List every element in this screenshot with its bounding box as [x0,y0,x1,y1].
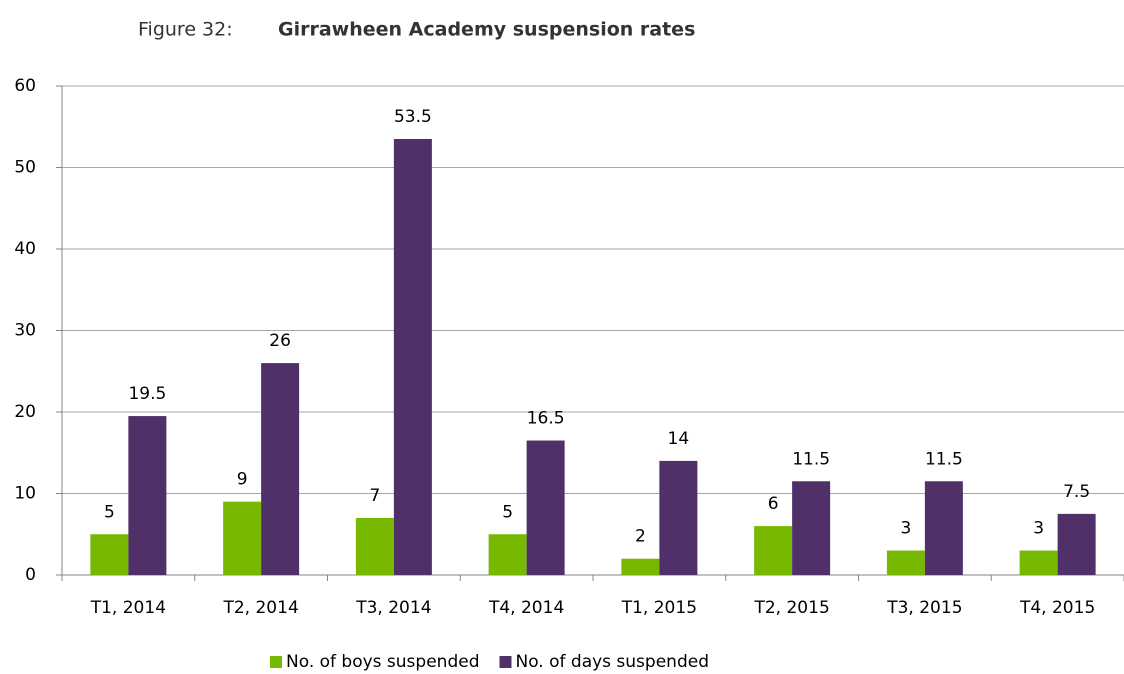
data-label: 53.5 [394,107,432,127]
x-tick-label: T4, 2015 [1019,598,1095,618]
data-label: 26 [269,331,291,351]
data-label: 5 [502,502,513,522]
bar [1019,550,1058,575]
data-label: 16.5 [527,409,565,429]
x-tick-label: T1, 2014 [90,598,166,618]
y-tick-label: 40 [14,239,36,259]
bar [924,481,963,575]
bar [223,501,262,575]
x-tick-label: T2, 2014 [222,598,298,618]
bar [792,481,831,575]
legend-label: No. of boys suspended [286,652,479,672]
data-label: 2 [635,527,646,547]
data-label: 11.5 [792,449,830,469]
chart-title: Girrawheen Academy suspension rates [278,19,695,41]
y-tick-label: 0 [25,565,36,585]
bar [1057,513,1096,575]
bar [526,440,565,575]
legend-swatch [270,656,282,668]
y-tick-label: 50 [14,158,36,178]
data-label: 3 [1033,519,1044,539]
data-label: 5 [104,502,115,522]
legend-label: No. of days suspended [515,652,709,672]
data-label: 11.5 [925,449,963,469]
y-tick-label: 30 [14,321,36,341]
bar [393,138,432,575]
data-label: 9 [237,470,248,490]
x-tick-label: T2, 2015 [753,598,829,618]
data-label: 14 [668,429,690,449]
y-tick-label: 60 [14,76,36,96]
bar [886,550,925,575]
legend-swatch [499,656,512,668]
x-tick-label: T3, 2015 [886,598,962,618]
bar [754,526,793,575]
bar [488,534,527,575]
y-tick-label: 10 [14,484,36,504]
bar [261,363,300,575]
figure-label: Figure 32: [138,19,233,41]
bar [90,534,129,575]
bar [659,460,698,575]
x-tick-label: T4, 2014 [488,598,564,618]
x-tick-label: T3, 2014 [355,598,431,618]
data-label: 7 [369,486,380,506]
data-label: 3 [900,519,911,539]
data-label: 7.5 [1063,482,1090,502]
data-label: 6 [768,494,779,514]
y-tick-label: 20 [14,402,36,422]
bar [355,517,394,575]
data-label: 19.5 [128,384,166,404]
bar [128,416,167,575]
x-tick-label: T1, 2015 [621,598,697,618]
bar [621,558,660,575]
